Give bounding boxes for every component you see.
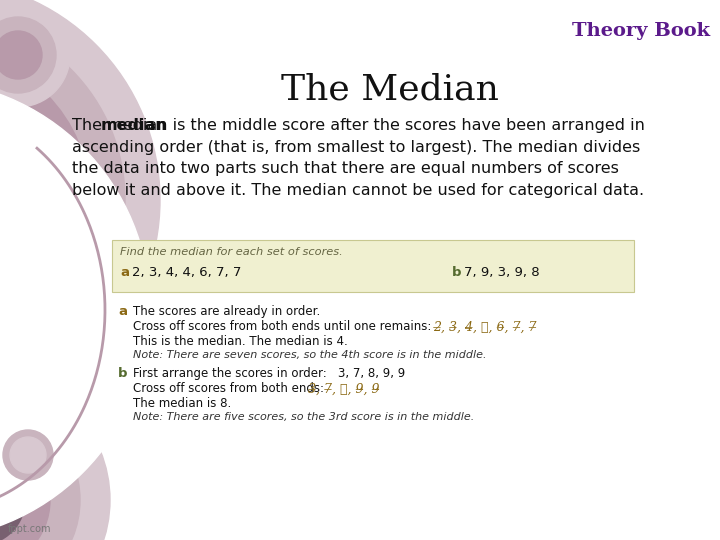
Text: b: b [452, 266, 462, 279]
Circle shape [0, 17, 56, 93]
Circle shape [0, 370, 110, 540]
Circle shape [10, 437, 46, 473]
Text: The Median: The Median [281, 72, 499, 106]
Text: a: a [120, 266, 129, 279]
Circle shape [0, 80, 150, 540]
Text: 7, 9, 3, 9, 8: 7, 9, 3, 9, 8 [464, 266, 539, 279]
Circle shape [3, 430, 53, 480]
Circle shape [0, 400, 80, 540]
Circle shape [0, 455, 25, 540]
Circle shape [0, 50, 90, 350]
Text: Note: There are five scores, so the 3rd score is in the middle.: Note: There are five scores, so the 3rd … [133, 412, 474, 422]
Circle shape [0, 90, 50, 310]
Text: Note: There are seven scores, so the 4th score is in the middle.: Note: There are seven scores, so the 4th… [133, 350, 487, 360]
Text: Cross off scores from both ends:: Cross off scores from both ends: [133, 382, 324, 395]
Circle shape [0, 31, 42, 79]
Text: b: b [118, 367, 127, 380]
Text: 3̶, 7̶, ⓘ, 9̶, 9̶: 3̶, 7̶, ⓘ, 9̶, 9̶ [308, 383, 379, 396]
Circle shape [0, 430, 50, 540]
Text: 2, 3, 4, 4, 6, 7, 7: 2, 3, 4, 4, 6, 7, 7 [132, 266, 241, 279]
Text: a: a [118, 305, 127, 318]
Text: 2̶, 3̶, 4̶, ⓔ, 6̶, 7̶, 7̶: 2̶, 3̶, 4̶, ⓔ, 6̶, 7̶, 7̶ [433, 321, 536, 334]
Text: First arrange the scores in order:: First arrange the scores in order: [133, 367, 327, 380]
Text: The median is 8.: The median is 8. [133, 397, 231, 410]
Text: The scores are already in order.: The scores are already in order. [133, 305, 320, 318]
Text: fppt.com: fppt.com [8, 524, 52, 534]
Circle shape [0, 0, 160, 420]
Text: Theory Book: Theory Book [572, 22, 710, 40]
Text: Cross off scores from both ends until one remains:: Cross off scores from both ends until on… [133, 320, 431, 333]
Text: The median is the middle score after the scores have been arranged in
ascending : The median is the middle score after the… [72, 118, 645, 198]
FancyBboxPatch shape [112, 240, 634, 292]
Circle shape [0, 15, 125, 385]
Text: 3, 7, 8, 9, 9: 3, 7, 8, 9, 9 [338, 367, 405, 380]
Text: Find the median for each set of scores.: Find the median for each set of scores. [120, 247, 343, 257]
Text: This is the median. The median is 4.: This is the median. The median is 4. [133, 335, 348, 348]
Circle shape [0, 3, 70, 107]
Text: median: median [101, 118, 167, 133]
